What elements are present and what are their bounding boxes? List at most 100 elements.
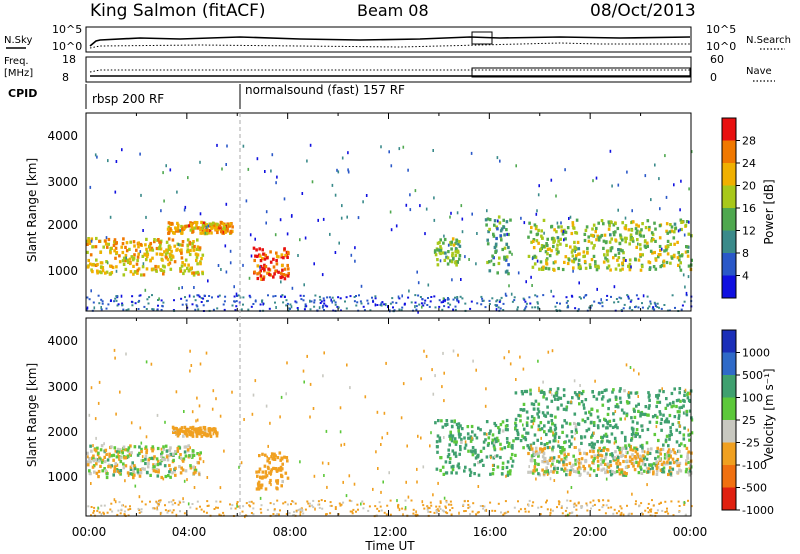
heatmap-cell bbox=[249, 296, 252, 299]
heatmap-cell bbox=[687, 460, 690, 465]
heatmap-cell bbox=[250, 512, 253, 514]
heatmap-cell bbox=[363, 309, 366, 312]
heatmap-cell bbox=[195, 507, 198, 510]
heatmap-cell bbox=[620, 309, 623, 311]
heatmap-cell bbox=[485, 387, 487, 391]
heatmap-cell bbox=[336, 305, 339, 308]
heatmap-cell bbox=[86, 265, 90, 269]
heatmap-cell bbox=[627, 297, 630, 300]
heatmap-cell bbox=[502, 218, 505, 222]
heatmap-cell bbox=[89, 262, 92, 266]
heatmap-cell bbox=[289, 307, 291, 310]
heatmap-cell bbox=[326, 296, 329, 299]
heatmap-cell bbox=[439, 501, 442, 504]
heatmap-cell bbox=[657, 255, 660, 259]
heatmap-cell bbox=[165, 248, 168, 252]
heatmap-cell bbox=[641, 412, 644, 416]
heatmap-cell bbox=[247, 308, 250, 311]
colorbar-tick-label: 20 bbox=[742, 180, 756, 193]
heatmap-cell bbox=[281, 479, 284, 484]
heatmap-cell bbox=[545, 470, 548, 474]
heatmap-cell bbox=[685, 446, 689, 450]
heatmap-cell bbox=[654, 303, 657, 306]
heatmap-cell bbox=[242, 505, 245, 508]
heatmap-cell bbox=[681, 304, 684, 307]
heatmap-cell bbox=[605, 388, 608, 392]
heatmap-cell bbox=[664, 154, 666, 158]
heatmap-cell bbox=[189, 466, 193, 470]
heatmap-cell bbox=[162, 171, 164, 175]
heatmap-cell bbox=[212, 432, 215, 436]
heatmap-cell bbox=[479, 449, 483, 453]
heatmap-cell bbox=[97, 506, 99, 510]
heatmap-cell bbox=[586, 416, 590, 421]
heatmap-cell bbox=[259, 508, 262, 511]
heatmap-cell bbox=[600, 233, 604, 238]
heatmap-cell bbox=[159, 239, 163, 243]
heatmap-cell bbox=[636, 452, 639, 456]
heatmap-cell bbox=[505, 465, 509, 470]
heatmap-cell bbox=[505, 242, 508, 246]
heatmap-cell bbox=[126, 258, 129, 262]
heatmap-cell bbox=[656, 446, 659, 450]
heatmap-cell bbox=[122, 262, 126, 266]
heatmap-cell bbox=[566, 499, 569, 502]
heatmap-cell bbox=[113, 466, 117, 470]
heatmap-cell bbox=[549, 387, 552, 392]
heatmap-cell bbox=[630, 299, 633, 302]
heatmap-cell bbox=[179, 267, 182, 271]
heatmap-cell bbox=[193, 244, 196, 249]
heatmap-cell bbox=[574, 250, 576, 253]
heatmap-cell bbox=[550, 225, 553, 229]
heatmap-cell bbox=[430, 504, 433, 507]
heatmap-cell bbox=[426, 508, 429, 511]
heatmap-cell bbox=[591, 390, 594, 394]
heatmap-cell bbox=[414, 305, 416, 309]
heatmap-cell bbox=[688, 432, 692, 436]
colorbar-swatch bbox=[722, 118, 736, 141]
heatmap-cell bbox=[610, 432, 614, 436]
heatmap-cell bbox=[583, 296, 585, 299]
heatmap-cell bbox=[593, 454, 596, 458]
heatmap-cell bbox=[258, 247, 261, 251]
heatmap-cell bbox=[660, 307, 663, 310]
velocity-panel-frame bbox=[85, 317, 692, 517]
heatmap-cell bbox=[230, 507, 233, 510]
heatmap-cell bbox=[124, 253, 128, 258]
heatmap-cell bbox=[181, 230, 184, 234]
heatmap-cell bbox=[346, 363, 348, 367]
heatmap-cell bbox=[565, 408, 568, 412]
heatmap-cell bbox=[650, 231, 654, 235]
heatmap-cell bbox=[567, 258, 571, 262]
heatmap-cell bbox=[682, 273, 685, 277]
heatmap-cell bbox=[602, 239, 606, 243]
heatmap-cell bbox=[138, 451, 141, 455]
heatmap-cell bbox=[565, 243, 568, 247]
heatmap-cell bbox=[553, 479, 556, 482]
heatmap-cell bbox=[426, 505, 429, 508]
heatmap-cell bbox=[641, 449, 644, 453]
heatmap-cell bbox=[334, 508, 337, 510]
heatmap-cell bbox=[306, 354, 308, 358]
heatmap-cell bbox=[668, 433, 672, 437]
heatmap-cell bbox=[566, 300, 569, 302]
heatmap-cell bbox=[336, 168, 338, 172]
heatmap-cell bbox=[557, 444, 560, 448]
heatmap-cell bbox=[94, 417, 97, 421]
heatmap-cell bbox=[578, 393, 581, 397]
heatmap-cell bbox=[620, 431, 624, 435]
heatmap-cell bbox=[502, 513, 505, 516]
heatmap-cell bbox=[662, 460, 666, 464]
heatmap-cell bbox=[678, 449, 681, 454]
heatmap-cell bbox=[133, 464, 136, 468]
heatmap-cell bbox=[622, 470, 625, 474]
power-panel-frame bbox=[85, 112, 692, 312]
heatmap-cell bbox=[495, 308, 498, 312]
heatmap-cell bbox=[292, 500, 295, 503]
heatmap-cell bbox=[390, 228, 393, 232]
heatmap-cell bbox=[590, 455, 594, 459]
heatmap-cell bbox=[196, 238, 199, 242]
heatmap-cell bbox=[619, 236, 623, 240]
heatmap-cell bbox=[521, 434, 524, 438]
heatmap-cell bbox=[452, 257, 455, 261]
